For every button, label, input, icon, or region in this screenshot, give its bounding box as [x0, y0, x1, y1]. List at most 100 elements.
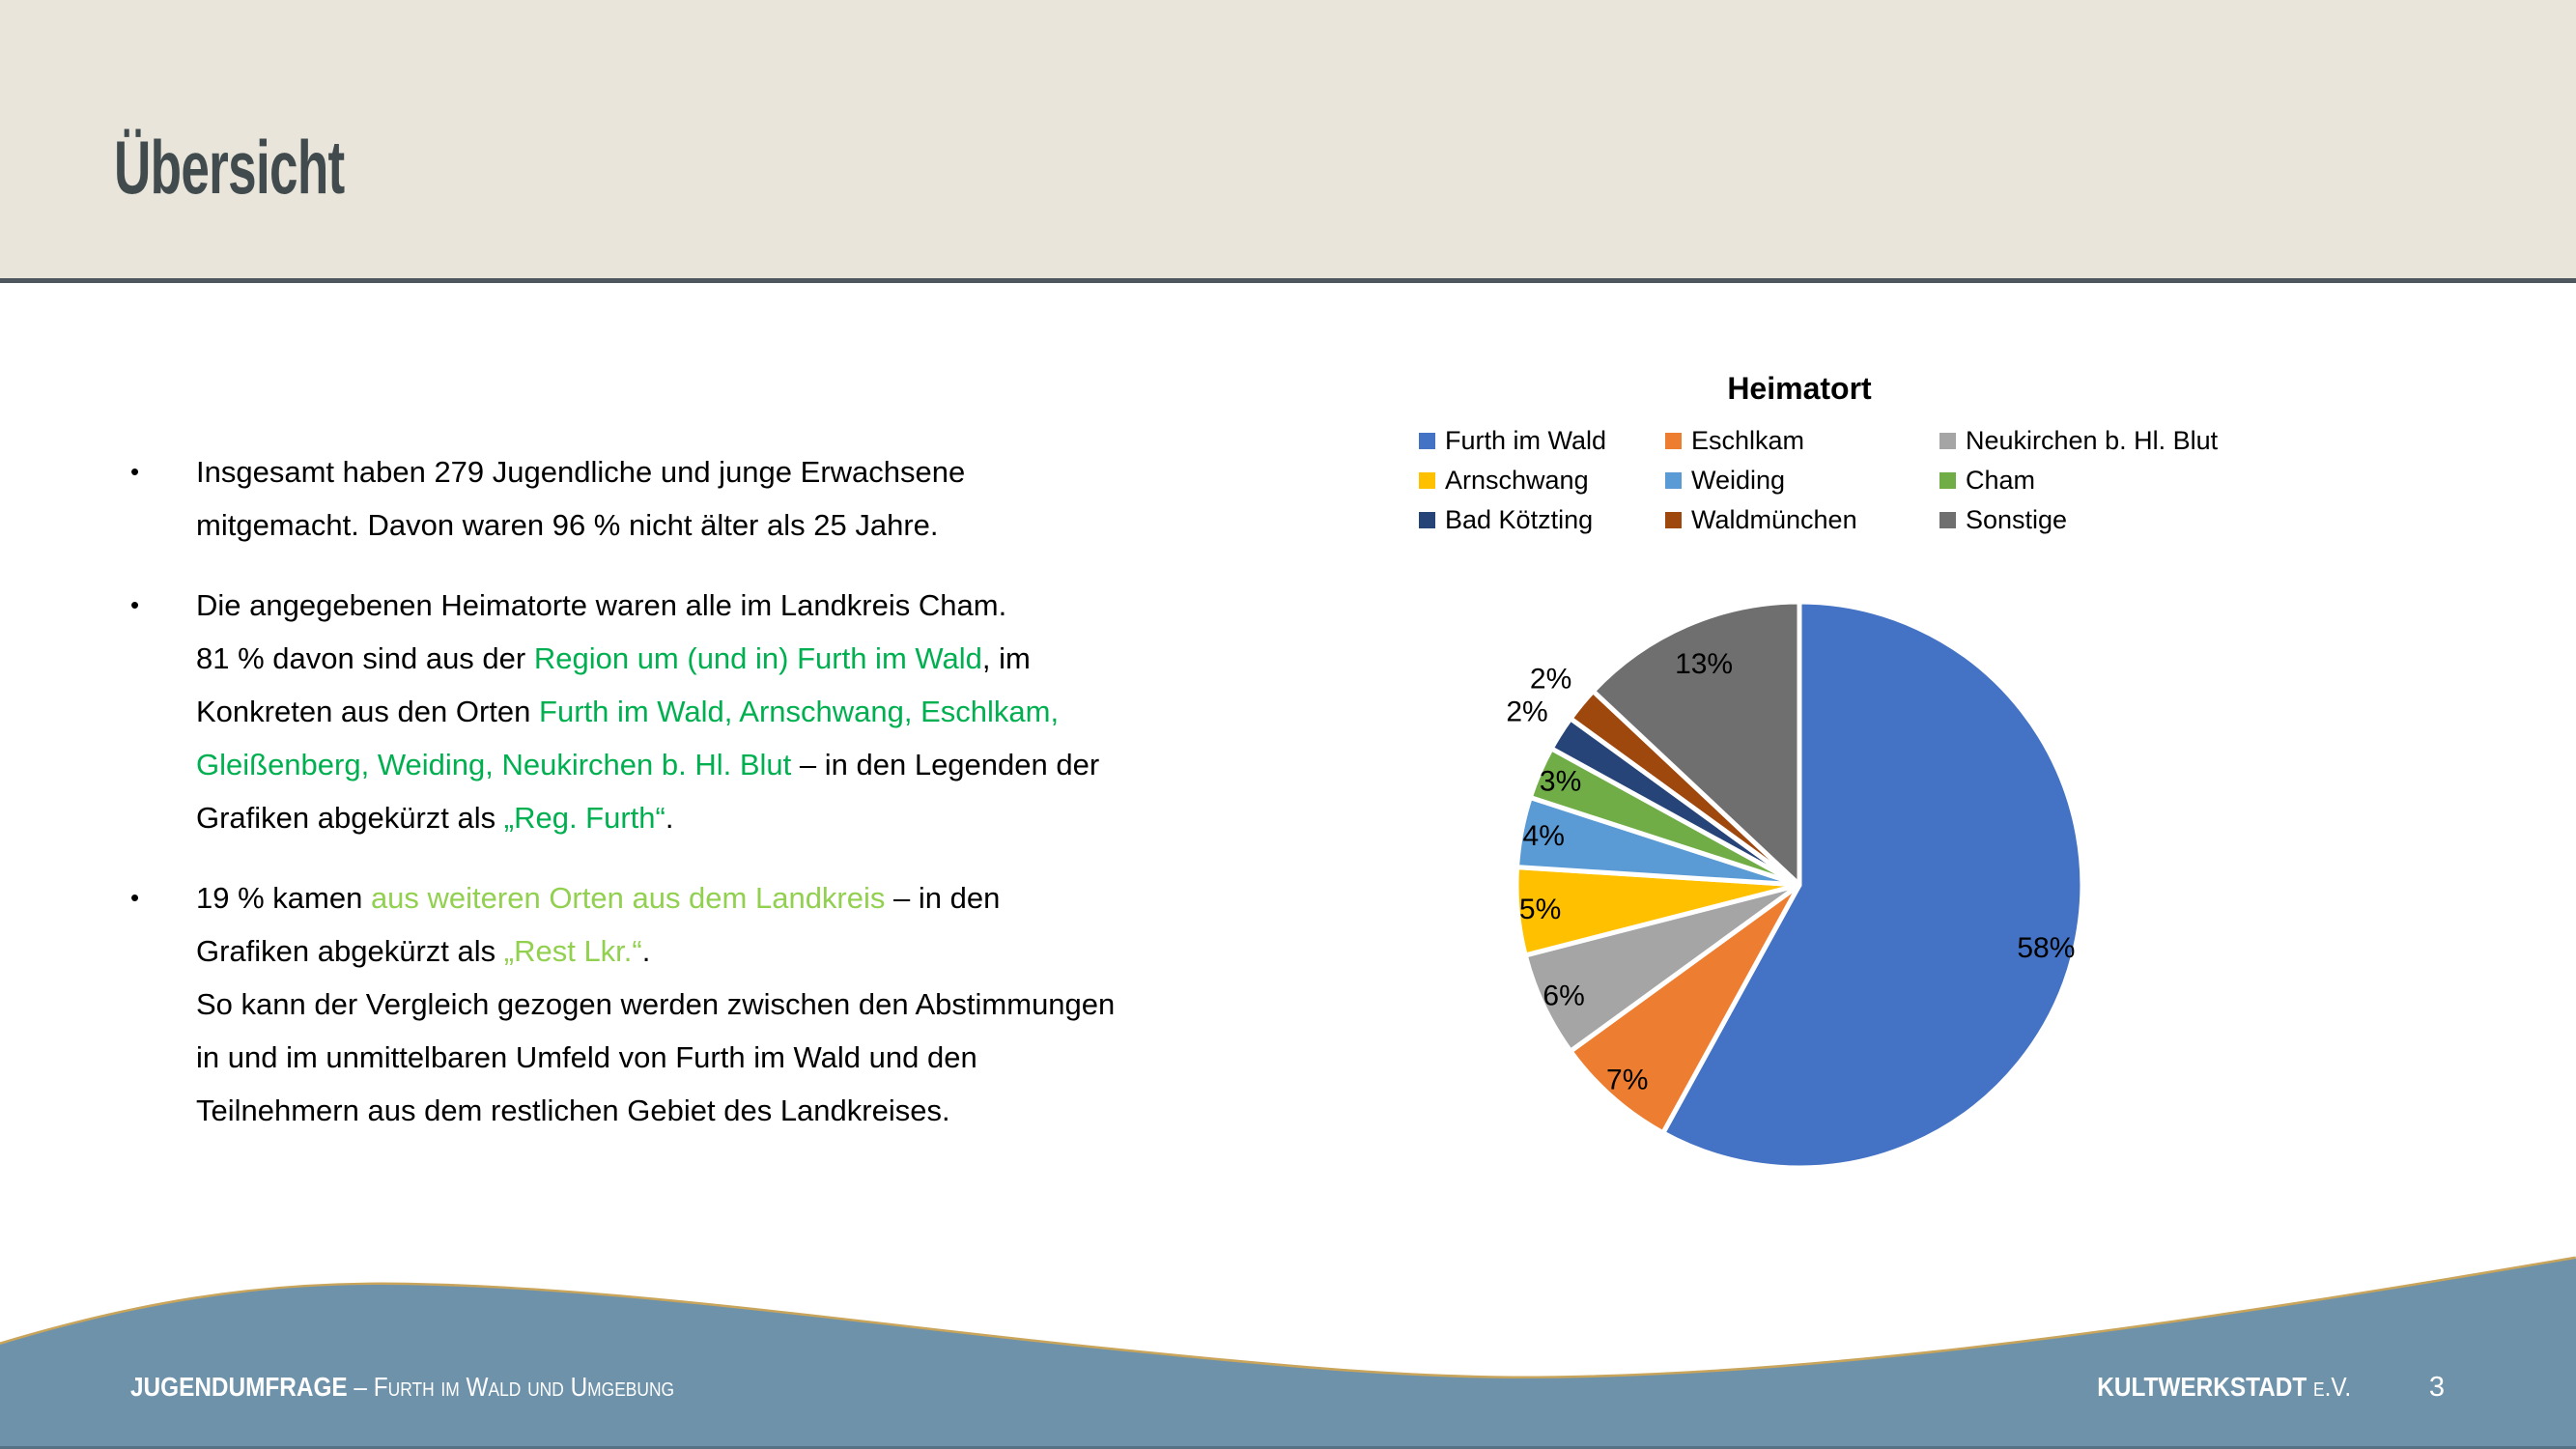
text-segment: Die angegebenen Heimatorte waren alle im…	[196, 588, 1007, 622]
pie-slice-label: 6%	[1543, 980, 1584, 1011]
bullet-text: Insgesamt haben 279 Jugendliche und jung…	[196, 445, 1270, 552]
bullet-line: mitgemacht. Davon waren 96 % nicht älter…	[196, 498, 1270, 552]
text-segment: Grafiken abgekürzt als	[196, 934, 504, 968]
footer-left-text: JUGENDUMFRAGE – Furth im Wald und Umgebu…	[130, 1372, 674, 1403]
legend-swatch	[1939, 433, 1956, 449]
footer-right-text: KULTWERKSTADT e.V.	[2097, 1372, 2351, 1403]
legend-label: Sonstige	[1966, 505, 2068, 534]
page-number: 3	[2428, 1372, 2446, 1403]
legend-swatch	[1939, 472, 1956, 489]
footer-separator: –	[347, 1372, 374, 1402]
highlighted-text-segment: Gleißenberg, Weiding, Neukirchen b. Hl. …	[196, 748, 792, 781]
pie-slice-label: 5%	[1519, 894, 1561, 925]
bullet-marker: •	[130, 590, 140, 619]
chart-title: Heimatort	[1727, 371, 1872, 406]
legend-label: Arnschwang	[1445, 466, 1589, 495]
wave-gold-edge-line	[0, 1256, 2576, 1381]
legend-item: Arnschwang	[1419, 466, 1665, 496]
pie-chart-block: Heimatort Furth im Wald Eschlkam Neukirche…	[1381, 359, 2218, 1209]
slide-header-band	[0, 0, 2576, 283]
bullet-line: Die angegebenen Heimatorte waren alle im…	[196, 579, 1270, 632]
text-segment: .	[665, 801, 674, 835]
text-segment: mitgemacht. Davon waren 96 % nicht älter…	[196, 508, 939, 542]
bullet-item: • 19 % kamen aus weiteren Orten aus dem L…	[130, 871, 1270, 1137]
pie-slice	[1590, 599, 1802, 888]
legend-label: Waldmünchen	[1691, 505, 1857, 534]
text-segment: – in den	[885, 881, 1001, 915]
bullet-text: Die angegebenen Heimatorte waren alle im…	[196, 579, 1270, 844]
footer-survey-name: JUGENDUMFRAGE	[130, 1372, 348, 1402]
page-title: Übersicht	[114, 125, 345, 210]
bullet-list: • Insgesamt haben 279 Jugendliche und jun…	[130, 445, 1270, 1164]
pie-slice-label: 4%	[1523, 820, 1565, 852]
footer-survey-subtitle: Furth im Wald und Umgebung	[373, 1372, 675, 1402]
footer-org-name: KULTWERKSTADT	[2097, 1372, 2307, 1402]
legend-swatch	[1665, 433, 1682, 449]
wave-fill	[0, 1259, 2576, 1449]
highlighted-text-segment: Region um (und in) Furth im Wald	[533, 641, 982, 675]
legend-item: Sonstige	[1939, 505, 2258, 535]
text-segment: – in den Legenden der	[791, 748, 1100, 781]
bullet-text: 19 % kamen aus weiteren Orten aus dem La…	[196, 871, 1270, 1137]
pie-slice-label: 2%	[1530, 664, 1571, 696]
legend-swatch	[1939, 512, 1956, 528]
bullet-line: Insgesamt haben 279 Jugendliche und jung…	[196, 445, 1270, 498]
bullet-item: • Insgesamt haben 279 Jugendliche und jun…	[130, 445, 1270, 552]
bullet-line: So kann der Vergleich gezogen werden zwi…	[196, 978, 1270, 1031]
pie-slice-label: 2%	[1506, 696, 1547, 728]
footer-org-suffix: e.V.	[2312, 1372, 2351, 1402]
legend-label: Eschlkam	[1691, 426, 1805, 455]
bullet-line: Grafiken abgekürzt als „Reg. Furth“.	[196, 791, 1270, 844]
legend-item: Weiding	[1665, 466, 1939, 496]
legend-swatch	[1419, 433, 1435, 449]
legend-item: Eschlkam	[1665, 426, 1939, 456]
text-segment: Grafiken abgekürzt als	[196, 801, 504, 835]
legend-label: Neukirchen b. Hl. Blut	[1966, 426, 2219, 455]
legend-item: Cham	[1939, 466, 2258, 496]
legend-label: Bad Kötzting	[1445, 505, 1594, 534]
text-segment: 81 % davon sind aus der	[196, 641, 534, 675]
highlighted-text-segment: „Rest Lkr.“	[503, 934, 642, 968]
legend-label: Furth im Wald	[1445, 426, 1607, 455]
bullet-marker: •	[130, 883, 140, 912]
text-segment: Konkreten aus den Orten	[196, 695, 540, 728]
highlighted-text-segment: Furth im Wald, Arnschwang, Eschlkam,	[539, 695, 1060, 728]
highlighted-text-segment: aus weiteren Orten aus dem Landkreis	[370, 881, 886, 915]
bullet-line: in und im unmittelbaren Umfeld von Furth…	[196, 1031, 1270, 1084]
legend-label: Cham	[1966, 466, 2036, 495]
legend-swatch	[1665, 512, 1682, 528]
pie-slice	[1568, 882, 1802, 1136]
legend-swatch	[1419, 472, 1435, 489]
pie-slice-label: 3%	[1540, 765, 1581, 797]
text-segment: Insgesamt haben 279 Jugendliche und jung…	[196, 455, 966, 489]
text-segment: Teilnehmern aus dem restlichen Gebiet de…	[196, 1094, 950, 1127]
bullet-line: Grafiken abgekürzt als „Rest Lkr.“.	[196, 924, 1270, 978]
pie-slice	[1660, 599, 2085, 1171]
bullet-line: Konkreten aus den Orten Furth im Wald, A…	[196, 685, 1270, 738]
legend-swatch	[1665, 472, 1682, 489]
text-segment: , im	[981, 641, 1031, 675]
legend-item: Bad Kötzting	[1419, 505, 1665, 535]
chart-legend: Furth im Wald Eschlkam Neukirchen b. Hl. B…	[1419, 421, 2258, 540]
bullet-line: 19 % kamen aus weiteren Orten aus dem La…	[196, 871, 1270, 924]
legend-swatch	[1419, 512, 1435, 528]
legend-item: Neukirchen b. Hl. Blut	[1939, 426, 2258, 456]
bullet-item: • Die angegebenen Heimatorte waren alle i…	[130, 579, 1270, 844]
bullet-line: Gleißenberg, Weiding, Neukirchen b. Hl. …	[196, 738, 1270, 791]
legend-item: Waldmünchen	[1665, 505, 1939, 535]
text-segment: So kann der Vergleich gezogen werden zwi…	[196, 987, 1116, 1021]
highlighted-text-segment: „Reg. Furth“	[503, 801, 665, 835]
pie-slice-label: 58%	[2017, 932, 2075, 964]
bullet-line: Teilnehmern aus dem restlichen Gebiet de…	[196, 1084, 1270, 1137]
text-segment: .	[641, 934, 651, 968]
text-segment: 19 % kamen	[196, 881, 371, 915]
pie-slice-label: 7%	[1606, 1065, 1648, 1096]
legend-label: Weiding	[1691, 466, 1786, 495]
pie-chart: 58% 7% 6% 5% 4% 3% 2%2% 13%	[1506, 599, 2085, 1171]
legend-item: Furth im Wald	[1419, 426, 1665, 456]
bullet-marker: •	[130, 457, 140, 486]
text-segment: in und im unmittelbaren Umfeld von Furth…	[196, 1040, 977, 1074]
pie-slice-label: 13%	[1675, 648, 1733, 680]
bullet-line: 81 % davon sind aus der Region um (und i…	[196, 632, 1270, 685]
